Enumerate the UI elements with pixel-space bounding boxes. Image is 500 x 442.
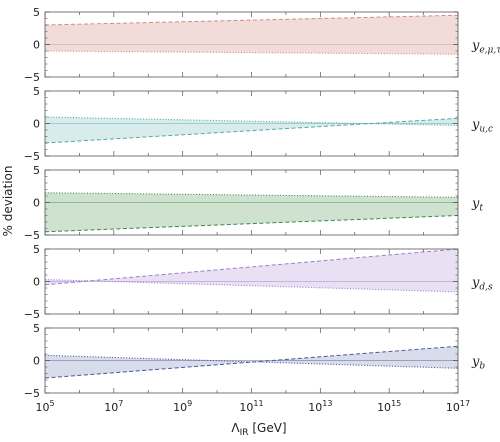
panel-2-ytick-label: 0 [33, 118, 40, 131]
panel-4: −5 0 5 yd,s [24, 243, 493, 321]
panel-2-dashed-bound [44, 117, 459, 144]
panel-1-ytick-label: 0 [33, 39, 40, 52]
x-tick-label: 1017 [446, 399, 470, 414]
x-axis-title-sub: IR [240, 428, 249, 438]
x-tick-exponent: 7 [118, 399, 123, 408]
panel-5-label-main: y [471, 355, 480, 370]
x-tick-base: 10 [35, 401, 49, 414]
panel-3-label: yt [471, 197, 483, 214]
panel-3-label-sub: t [479, 204, 483, 214]
x-axis-title: ΛIR [GeV] [231, 421, 286, 438]
panel-3: −5 0 5 yt [24, 164, 484, 242]
panel-1-label-main: y [471, 39, 480, 54]
panel-2: −5 0 5 yu,c [24, 85, 493, 163]
panel-5-ytick-label: −5 [24, 387, 40, 400]
x-tick-base: 10 [446, 401, 460, 414]
panel-5: −5 0 5 yb [24, 322, 486, 400]
panel-4-label-main: y [471, 276, 480, 291]
panel-5-ytick-label: 0 [33, 355, 40, 368]
panel-2-label-sub: u,c [479, 125, 493, 135]
x-tick-base: 10 [173, 401, 187, 414]
x-tick-base: 10 [377, 401, 391, 414]
panel-1-dashed-bound [44, 14, 459, 26]
panel-4-ytick-label: −5 [24, 308, 40, 321]
panel-1-band [45, 15, 458, 55]
x-tick-exponent: 11 [253, 399, 263, 408]
panel-3-ytick-label: 5 [33, 164, 40, 177]
x-tick-base: 10 [104, 401, 118, 414]
panel-2-ytick-label: 5 [33, 85, 40, 98]
x-tick-exponent: 13 [322, 399, 332, 408]
panel-4-label: yd,s [471, 276, 493, 293]
panel-2-label-main: y [471, 118, 480, 133]
x-tick-label: 105 [35, 399, 54, 414]
x-tick-label: 107 [104, 399, 123, 414]
panel-3-ytick-label: −5 [24, 229, 40, 242]
panel-3-ytick-label: 0 [33, 197, 40, 210]
panel-1-label-sub: e,μ,τ [479, 46, 500, 56]
panel-3-label-main: y [471, 197, 480, 212]
panel-4-ytick-label: 5 [33, 243, 40, 256]
panel-3-dashed-bound [44, 215, 459, 233]
x-axis-title-main: Λ [231, 421, 240, 435]
panel-5-dashed-bound [44, 345, 459, 379]
x-tick-exponent: 9 [187, 399, 192, 408]
x-tick-base: 10 [239, 401, 253, 414]
panel-4-band [45, 249, 458, 292]
y-axis-title: % deviation [1, 166, 15, 237]
x-tick-label: 1013 [308, 399, 332, 414]
x-tick-base: 10 [308, 401, 322, 414]
panel-4-dashed-bound [44, 248, 459, 286]
x-tick-exponent: 5 [49, 399, 54, 408]
x-tick-label: 1015 [377, 399, 401, 414]
panel-5-label-sub: b [479, 362, 485, 372]
panel-5-label: yb [471, 355, 485, 372]
x-axis-title-unit: [GeV] [249, 421, 287, 435]
x-tick-exponent: 15 [391, 399, 401, 408]
panel-3-band [45, 192, 458, 232]
panel-4-ytick-label: 0 [33, 276, 40, 289]
panel-1-ytick-label: −5 [24, 71, 40, 84]
x-tick-exponent: 17 [460, 399, 470, 408]
panel-5-ytick-label: 5 [33, 322, 40, 335]
panel-1-label: ye,μ,τ [471, 39, 500, 56]
panel-1: −5 0 5 ye,μ,τ [24, 6, 500, 84]
panel-2-label: yu,c [471, 118, 493, 135]
panel-4-label-sub: d,s [479, 283, 493, 293]
x-tick-label: 109 [173, 399, 192, 414]
panel-5-band [45, 346, 458, 379]
panel-1-ytick-label: 5 [33, 6, 40, 19]
x-tick-label: 1011 [239, 399, 263, 414]
panel-2-ytick-label: −5 [24, 150, 40, 163]
x-axis: 105 107 109 1011 1013 1015 1017 [35, 399, 470, 414]
